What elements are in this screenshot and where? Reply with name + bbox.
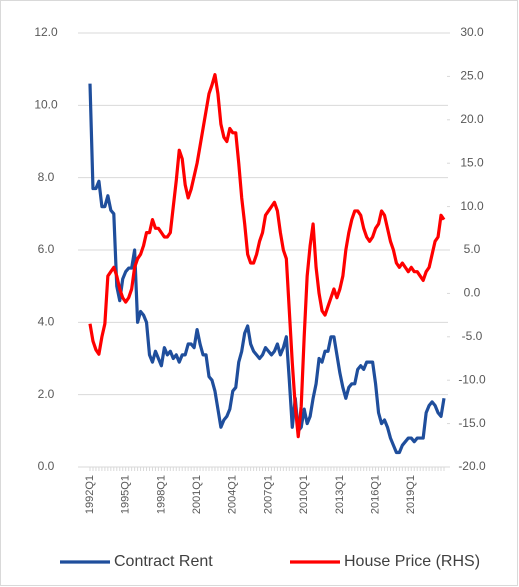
series-line — [88, 73, 446, 439]
y2-tick-label: 10.0 — [460, 199, 484, 213]
x-tick-label: 1992Q1 — [84, 475, 96, 514]
y2-tick-label: 20.0 — [460, 112, 484, 126]
y-tick-label: 2.0 — [38, 387, 55, 401]
x-tick-label: 2004Q1 — [227, 475, 239, 514]
y-tick-label: 6.0 — [38, 242, 55, 256]
series-line — [88, 83, 446, 455]
legend-label: House Price (RHS) — [344, 553, 480, 570]
y-tick-label: 10.0 — [34, 98, 58, 112]
y2-tick-label: -10.0 — [458, 372, 486, 386]
y-tick-label: 4.0 — [38, 315, 55, 329]
y2-tick-label: -5.0 — [462, 329, 483, 343]
y-tick-label: 8.0 — [38, 170, 55, 184]
x-tick-label: 2016Q1 — [369, 475, 381, 514]
y2-tick-label: 0.0 — [464, 286, 481, 300]
y2-tick-label: 15.0 — [460, 155, 484, 169]
x-tick-label: 2010Q1 — [298, 475, 310, 514]
y2-tick-label: -20.0 — [458, 459, 486, 473]
x-tick-label: 2013Q1 — [334, 475, 346, 514]
x-tick-label: 1998Q1 — [155, 475, 167, 514]
y2-tick-label: -15.0 — [458, 416, 486, 430]
x-tick-label: 2019Q1 — [405, 475, 417, 514]
y-tick-label: 12.0 — [34, 25, 58, 39]
y2-tick-label: 30.0 — [460, 25, 484, 39]
x-tick-label: 2007Q1 — [262, 475, 274, 514]
x-tick-label: 1995Q1 — [120, 475, 132, 514]
y-tick-label: 0.0 — [38, 459, 55, 473]
x-tick-label: 2001Q1 — [191, 475, 203, 514]
y2-tick-label: 5.0 — [464, 242, 481, 256]
y2-tick-label: 25.0 — [460, 69, 484, 83]
legend-label: Contract Rent — [114, 553, 213, 570]
